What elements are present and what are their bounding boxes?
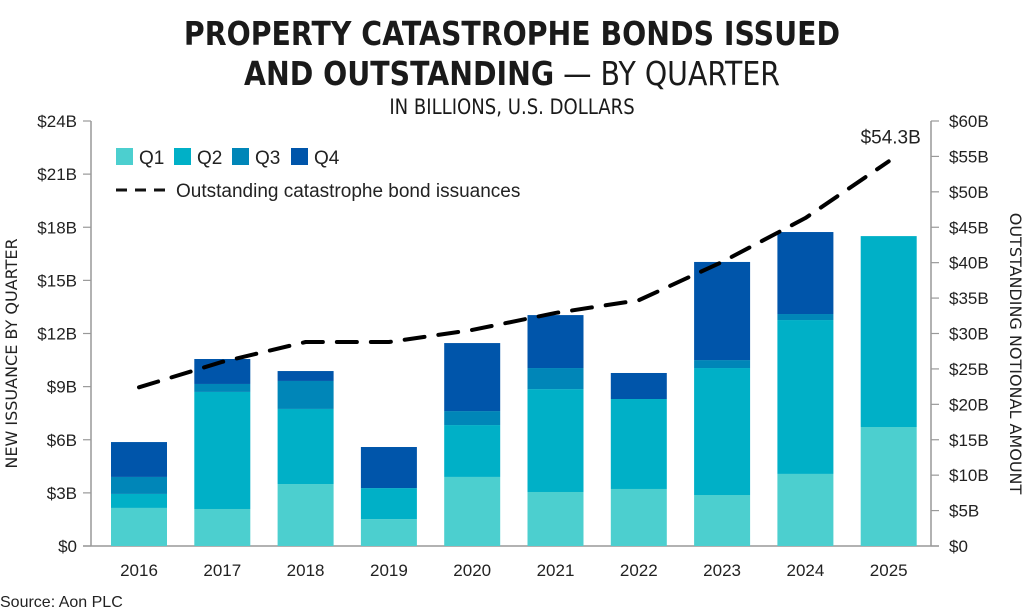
left-tick-label: $24B (37, 112, 77, 131)
bar-q2-2018 (277, 408, 334, 485)
legend-label-q2: Q2 (197, 148, 222, 169)
chart-title-rest: — BY QUARTER (554, 54, 781, 93)
bar-q1-2016 (111, 507, 167, 546)
x-tick-label: 2023 (703, 561, 741, 580)
left-tick-label: $12B (37, 325, 77, 344)
bar-q4-2023 (694, 261, 751, 361)
legend-label-outstanding: Outstanding catastrophe bond issuances (176, 181, 520, 202)
right-tick-label: $35B (949, 289, 989, 308)
bar-q1-2018 (277, 484, 334, 546)
right-tick-label: $15B (949, 431, 989, 450)
bar-q3-2017 (194, 383, 251, 392)
bar-q3-2021 (527, 368, 584, 390)
chart-title-bold: AND OUTSTANDING (243, 54, 555, 93)
right-tick-label: $25B (949, 360, 989, 379)
left-tick-label: $3B (47, 484, 77, 503)
bar-q2-2025 (860, 236, 917, 427)
bar-q2-2022 (610, 399, 667, 489)
bar-q3-2018 (277, 380, 334, 409)
right-axis-title: OUTSTANDING NOTIONAL AMOUNT (1006, 213, 1024, 495)
bar-q1-2025 (860, 427, 917, 546)
bar-q3-2016 (111, 476, 167, 494)
bar-q4-2016 (111, 442, 167, 477)
bar-q2-2021 (527, 389, 584, 492)
bar-q1-2023 (694, 495, 751, 546)
left-axis-title: NEW ISSUANCE BY QUARTER (2, 238, 21, 468)
bar-q3-2020 (444, 411, 501, 426)
legend-label-q4: Q4 (314, 148, 340, 169)
left-tick-label: $9B (47, 378, 77, 397)
bar-q4-2021 (527, 315, 584, 369)
x-tick-label: 2019 (370, 561, 408, 580)
left-tick-label: $6B (47, 431, 77, 450)
right-tick-label: $10B (949, 466, 989, 485)
left-tick-label: $18B (37, 218, 77, 237)
bar-q1-2024 (777, 473, 834, 546)
right-tick-label: $55B (949, 147, 989, 166)
right-tick-label: $60B (949, 112, 989, 131)
legend-label-q1: Q1 (139, 148, 164, 169)
chart-title-line-2: AND OUTSTANDING — BY QUARTER (72, 54, 953, 94)
legend-swatch-q1 (116, 148, 133, 165)
bar-q2-2016 (111, 493, 167, 508)
bar-q2-2017 (194, 391, 251, 509)
bar-q2-2023 (694, 368, 751, 495)
bar-q4-2024 (777, 232, 834, 315)
right-tick-label: $45B (949, 218, 989, 237)
bar-q3-2024 (777, 314, 834, 321)
x-tick-label: 2017 (203, 561, 241, 580)
bar-q1-2017 (194, 508, 251, 546)
x-tick-label: 2025 (870, 561, 908, 580)
right-tick-label: $40B (949, 254, 989, 273)
x-tick-label: 2020 (453, 561, 491, 580)
annotation-label: $54.3B (861, 127, 921, 148)
bar-q1-2020 (444, 476, 501, 546)
bar-q1-2021 (527, 491, 584, 546)
bar-q1-2022 (610, 488, 667, 546)
x-tick-label: 2022 (620, 561, 658, 580)
bar-q2-2024 (777, 320, 834, 474)
right-tick-label: $50B (949, 183, 989, 202)
left-tick-label: $15B (37, 271, 77, 290)
left-tick-label: $21B (37, 165, 77, 184)
x-tick-label: 2021 (537, 561, 575, 580)
x-tick-label: 2024 (786, 561, 824, 580)
right-tick-label: $30B (949, 325, 989, 344)
bar-q3-2023 (694, 360, 751, 369)
bar-q4-2019 (360, 447, 417, 489)
chart-title-line-1: PROPERTY CATASTROPHE BONDS ISSUED (183, 14, 841, 53)
x-tick-label: 2018 (287, 561, 325, 580)
bar-q1-2019 (360, 519, 417, 546)
bar-q4-2022 (610, 372, 667, 400)
chart-subtitle: IN BILLIONS, U.S. DOLLARS (389, 95, 635, 119)
x-tick-label: 2016 (120, 561, 158, 580)
bar-q2-2020 (444, 425, 501, 477)
left-tick-label: $0 (58, 537, 77, 556)
source-note: Source: Aon PLC (0, 594, 123, 611)
bar-q4-2020 (444, 343, 501, 412)
legend-swatch-q2 (174, 148, 191, 165)
legend-label-q3: Q3 (255, 148, 280, 169)
legend-swatch-q4 (291, 148, 308, 165)
right-tick-label: $5B (949, 502, 979, 521)
bar-q4-2018 (277, 371, 334, 381)
right-tick-label: $0 (949, 537, 968, 556)
legend-swatch-q3 (232, 148, 249, 165)
right-tick-label: $20B (949, 395, 989, 414)
outstanding-line (137, 159, 891, 390)
bar-q2-2019 (360, 488, 417, 520)
